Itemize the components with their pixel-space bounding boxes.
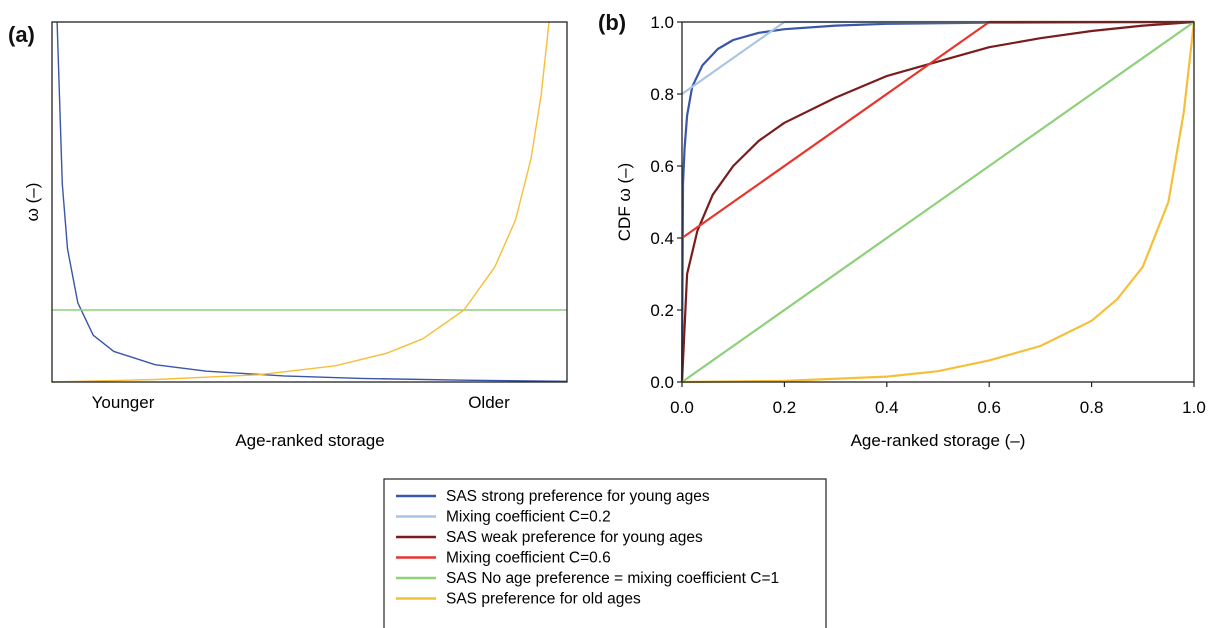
panel-b-line-mixing-06 xyxy=(681,20,1194,239)
panel-a-line-strong-young xyxy=(56,21,568,382)
panel-b-plot-frame xyxy=(681,21,1195,383)
panel-b-ytick-label: 0.2 xyxy=(650,301,674,320)
panel-a-plot-frame xyxy=(51,21,568,383)
panel-b-xlabel: Age-ranked storage (–) xyxy=(851,431,1026,450)
panel-b-ticks-group: 0.0 0.2 0.4 0.6 0.8 1.0 0.0 0.2 0.4 0.6 0.8 1.0 xyxy=(650,13,1205,417)
panel-b-ytick-label: 0.6 xyxy=(650,157,674,176)
panel-b-ytick-label: 0.0 xyxy=(650,373,674,392)
legend-box xyxy=(383,478,827,628)
panel-b-line-no-pref xyxy=(681,21,1195,383)
legend-label-strong-young: SAS strong preference for young ages xyxy=(446,488,710,505)
panel-b-xtick-label: 0.8 xyxy=(1080,398,1104,417)
panel-b-ylabel: CDF ω (–) xyxy=(615,163,634,241)
panel-a-xtick-younger: Younger xyxy=(92,393,155,412)
panel-a-xlabel: Age-ranked storage xyxy=(235,431,384,450)
panel-b-ytick-label: 0.8 xyxy=(650,85,674,104)
panel-b-line-weak-young xyxy=(680,20,1195,383)
panel-b-series-group xyxy=(680,20,1196,384)
legend-label-old: SAS preference for old ages xyxy=(446,591,641,608)
legend-label-no-pref: SAS No age preference = mixing coefficie… xyxy=(446,570,779,587)
panel-a-series-group xyxy=(51,21,568,383)
panel-b-xtick-label: 0.6 xyxy=(977,398,1001,417)
panel-b-xtick-label: 0.2 xyxy=(773,398,797,417)
panel-b-ytick-label: 1.0 xyxy=(650,13,674,32)
panel-b-line-strong-young xyxy=(680,20,1195,383)
panel-b-xtick-label: 0.0 xyxy=(670,398,694,417)
panel-b-xtick-label: 0.4 xyxy=(875,398,899,417)
legend-items-group: SAS strong preference for young ages Mixi… xyxy=(396,488,779,608)
panel-a-ylabel: ω (–) xyxy=(23,183,42,222)
panel-a-line-old xyxy=(51,21,550,383)
panel-a-xtick-older: Older xyxy=(468,393,510,412)
panel-b-line-old xyxy=(681,21,1196,384)
legend-label-weak-young: SAS weak preference for young ages xyxy=(446,529,703,546)
panel-b-ytick-label: 0.4 xyxy=(650,229,674,248)
panel-b-xtick-label: 1.0 xyxy=(1182,398,1206,417)
legend-label-mixing-06: Mixing coefficient C=0.6 xyxy=(446,550,611,567)
legend-label-mixing-02: Mixing coefficient C=0.2 xyxy=(446,509,611,526)
panel-a-label: (a) xyxy=(8,22,35,47)
panel-b-label: (b) xyxy=(598,10,626,35)
